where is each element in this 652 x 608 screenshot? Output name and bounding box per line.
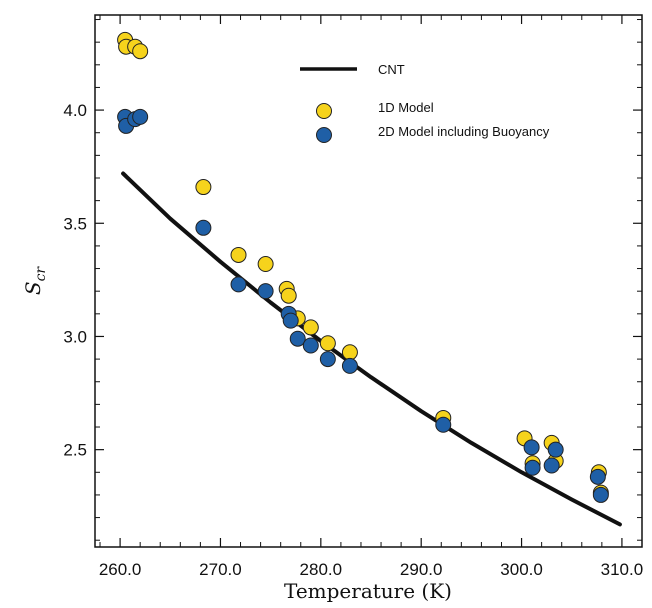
series-layer	[117, 31, 622, 527]
2d-model-point	[257, 283, 274, 300]
1d-model-point	[132, 43, 149, 60]
2d-model-point	[592, 486, 609, 503]
x-tick-label: 270.0	[199, 560, 242, 579]
1d-model-point	[341, 344, 358, 361]
1d-model-point	[302, 319, 319, 336]
x-tick-label: 310.0	[601, 560, 644, 579]
2d-model-point	[543, 457, 560, 474]
2d-model-point	[524, 459, 541, 476]
2d-model-point	[195, 219, 212, 236]
x-tick-labels: 260.0 270.0 280.0 290.0 300.0 310.0	[99, 560, 643, 579]
y-tick-label: 3.5	[63, 214, 87, 233]
1d-model-point	[319, 335, 336, 352]
2d-model-point	[282, 312, 299, 329]
2d-model-point	[589, 468, 606, 485]
y-axis-label-subscript: cr	[33, 266, 49, 282]
1d-model-point	[195, 179, 212, 196]
y-tick-label: 3.0	[63, 327, 87, 346]
y-tick-label: 4.0	[63, 101, 87, 120]
2d-model-point	[435, 416, 452, 433]
x-tick-label: 280.0	[300, 560, 343, 579]
2d-model-point	[289, 330, 306, 347]
legend-cnt-label: CNT	[378, 62, 405, 77]
axis-ticks	[95, 15, 643, 547]
y-tick-label: 2.5	[63, 441, 87, 460]
cnt-curve	[121, 171, 622, 527]
x-axis-label: Temperature (K)	[284, 579, 452, 603]
x-tick-label: 260.0	[99, 560, 142, 579]
legend-1d-swatch	[316, 103, 332, 119]
legend: CNT 1D Model 2D Model including Buoyancy	[300, 62, 550, 143]
2d-model-point	[132, 108, 149, 125]
1d-model-point	[230, 246, 247, 263]
y-axis-label-base: S	[21, 281, 45, 295]
y-tick-labels: 2.5 3.0 3.5 4.0	[63, 101, 87, 460]
2d-model-point	[341, 357, 358, 374]
legend-1d-label: 1D Model	[378, 100, 434, 115]
1d-model-point	[257, 256, 274, 273]
2d-model-point	[319, 351, 336, 368]
2d-model-point	[302, 337, 319, 354]
x-tick-label: 300.0	[500, 560, 543, 579]
plot-frame	[94, 14, 643, 548]
legend-2d-swatch	[316, 127, 332, 143]
y-axis-label: Scr	[21, 266, 49, 296]
2d-model-point	[547, 441, 564, 458]
legend-2d-label: 2D Model including Buoyancy	[378, 124, 550, 139]
1d-model-point	[280, 287, 297, 304]
2d-model-point	[230, 276, 247, 293]
2d-model-point	[523, 439, 540, 456]
x-tick-label: 290.0	[400, 560, 443, 579]
